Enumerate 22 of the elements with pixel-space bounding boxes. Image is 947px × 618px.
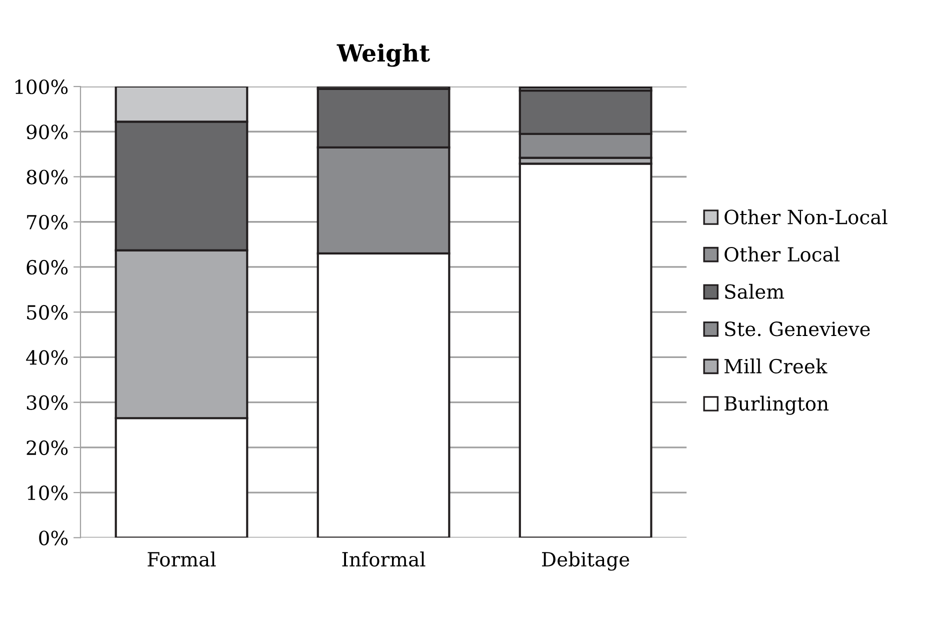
- y-tick-label: 50%: [27, 305, 68, 320]
- legend-label: Burlington: [724, 396, 829, 415]
- legend-label: Other Local: [724, 246, 840, 262]
- legend-label: Other Non-Local: [724, 209, 888, 224]
- chart-title: Weight: [336, 44, 430, 67]
- legend-label: Mill Creek: [724, 358, 828, 374]
- y-tick-label: 40%: [26, 350, 68, 365]
- y-tick-label: 100%: [15, 79, 68, 94]
- x-tick-label: Debitage: [542, 552, 630, 571]
- y-tick-label: 0%: [39, 530, 68, 546]
- y-tick-label: 20%: [26, 440, 68, 456]
- legend-label: Ste. Genevieve: [725, 322, 870, 336]
- x-tick-label: Formal: [148, 552, 216, 567]
- x-tick-label: Informal: [342, 552, 426, 567]
- y-tick-label: 30%: [26, 395, 68, 410]
- bar: [518, 162, 652, 538]
- legend-label: Salem: [725, 284, 784, 299]
- y-tick-label: 60%: [26, 260, 68, 275]
- y-tick-label: 90%: [26, 124, 68, 140]
- y-tick-label: 70%: [27, 214, 68, 230]
- y-tick-label: 10%: [28, 486, 68, 500]
- y-tick-label: 80%: [26, 170, 68, 184]
